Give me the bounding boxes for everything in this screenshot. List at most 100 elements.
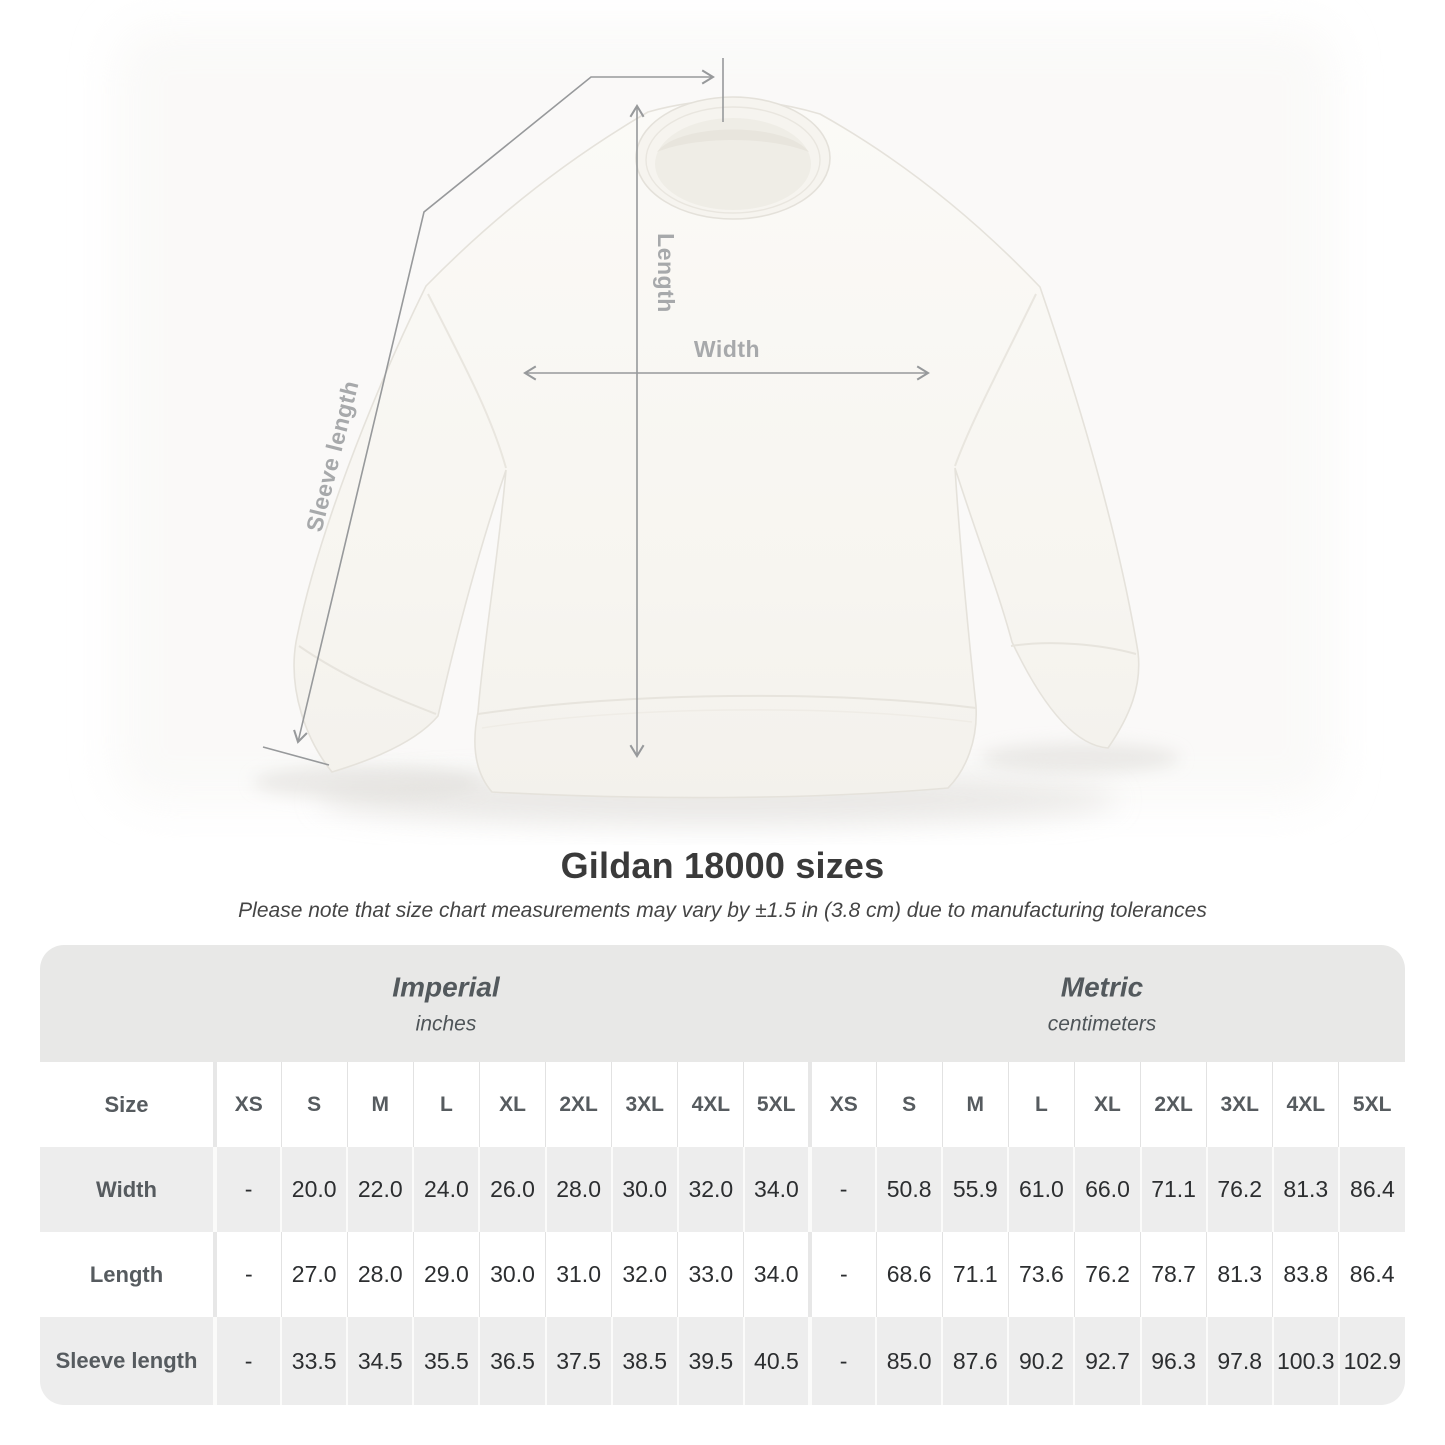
- size-cell: S: [875, 1062, 943, 1147]
- value-cell: 102.9: [1337, 1317, 1405, 1405]
- row-label: Sleeve length: [55, 1348, 198, 1373]
- value-cell: 87.6: [941, 1317, 1009, 1405]
- size-cell: XL: [478, 1062, 546, 1147]
- value-cell: 31.0: [545, 1232, 612, 1317]
- value-cell: 83.8: [1272, 1232, 1339, 1317]
- value-cell: 32.0: [676, 1147, 744, 1232]
- size-cell: XL: [1073, 1062, 1141, 1147]
- value-cell: 24.0: [412, 1147, 480, 1232]
- value-cell: 34.0: [742, 1147, 810, 1232]
- length-row: Length - 27.0 28.0 29.0 30.0 31.0 32.0 3…: [40, 1232, 1405, 1317]
- size-cell: 4XL: [1272, 1062, 1339, 1147]
- value-cell: 26.0: [478, 1147, 546, 1232]
- value-cell: 73.6: [1007, 1232, 1075, 1317]
- value-cell: 38.5: [610, 1317, 678, 1405]
- value-cell: 68.6: [875, 1232, 943, 1317]
- value-cell: 29.0: [412, 1232, 480, 1317]
- size-header-row: Size XS S M L XL 2XL 3XL 4XL 5XL XS S M …: [40, 1062, 1405, 1147]
- size-grid: Size XS S M L XL 2XL 3XL 4XL 5XL XS S M …: [40, 1062, 1405, 1405]
- page-title: Gildan 18000 sizes: [560, 845, 885, 886]
- length-label: Length: [653, 233, 679, 313]
- metric-unit: centimeters: [1047, 1012, 1157, 1035]
- value-cell: 96.3: [1139, 1317, 1207, 1405]
- value-cell: 39.5: [676, 1317, 744, 1405]
- value-cell: 37.5: [544, 1317, 612, 1405]
- value-cell: 90.2: [1007, 1317, 1075, 1405]
- size-cell: 2XL: [1140, 1062, 1207, 1147]
- value-cell: -: [807, 1317, 877, 1405]
- tolerance-note: Please note that size chart measurements…: [238, 899, 1207, 922]
- size-cell: 3XL: [1206, 1062, 1273, 1147]
- value-cell: 32.0: [611, 1232, 678, 1317]
- value-cell: 33.5: [280, 1317, 348, 1405]
- value-cell: 81.3: [1271, 1147, 1339, 1232]
- right-cuff-shadow: [980, 743, 1180, 773]
- value-cell: 97.8: [1205, 1317, 1273, 1405]
- value-cell: 28.0: [346, 1232, 414, 1317]
- imperial-unit: inches: [415, 1012, 477, 1035]
- value-cell: 36.5: [478, 1317, 546, 1405]
- value-cell: 55.9: [941, 1147, 1009, 1232]
- value-cell: 30.0: [478, 1232, 546, 1317]
- value-cell: 61.0: [1007, 1147, 1075, 1232]
- row-label: Length: [89, 1261, 164, 1287]
- value-cell: 86.4: [1338, 1232, 1405, 1317]
- size-cell: 5XL: [1338, 1062, 1405, 1147]
- size-cell: M: [941, 1062, 1009, 1147]
- size-cell: XS: [212, 1062, 282, 1147]
- imperial-title: Imperial: [392, 971, 500, 1002]
- value-cell: 92.7: [1073, 1317, 1141, 1405]
- size-cell: 2XL: [545, 1062, 612, 1147]
- width-label: Width: [694, 336, 760, 362]
- value-cell: -: [212, 1232, 282, 1317]
- value-cell: 30.0: [610, 1147, 678, 1232]
- size-cell: L: [412, 1062, 480, 1147]
- value-cell: 27.0: [280, 1232, 348, 1317]
- row-label: Width: [96, 1176, 157, 1202]
- value-cell: 20.0: [280, 1147, 348, 1232]
- size-cell: 5XL: [743, 1062, 810, 1147]
- value-cell: 76.2: [1205, 1147, 1273, 1232]
- imperial-header: Imperial inches: [392, 971, 499, 1036]
- value-cell: 28.0: [544, 1147, 612, 1232]
- value-cell: -: [212, 1317, 282, 1405]
- value-cell: 34.0: [743, 1232, 810, 1317]
- right-armhole-seam: [954, 293, 1037, 467]
- value-cell: 71.1: [1139, 1147, 1207, 1232]
- value-cell: 81.3: [1206, 1232, 1273, 1317]
- size-cell: 4XL: [677, 1062, 744, 1147]
- sleeve-length-arrow: [293, 69, 715, 744]
- value-cell: 76.2: [1073, 1232, 1141, 1317]
- value-cell: 66.0: [1073, 1147, 1141, 1232]
- unit-header-band: Imperial inches Metric centimeters: [40, 945, 1405, 1062]
- value-cell: -: [212, 1147, 282, 1232]
- value-cell: 40.5: [742, 1317, 810, 1405]
- right-cuff-seam: [1010, 642, 1137, 655]
- width-row: Width - 20.0 22.0 24.0 26.0 28.0 30.0 32…: [40, 1147, 1405, 1232]
- size-cell: 3XL: [611, 1062, 678, 1147]
- size-cell: L: [1007, 1062, 1075, 1147]
- sleeve-length-row: Sleeve length - 33.5 34.5 35.5 36.5 37.5…: [40, 1317, 1405, 1405]
- size-cell: XS: [807, 1062, 877, 1147]
- metric-header: Metric centimeters: [1048, 971, 1157, 1036]
- sweatshirt-illustration: Width Length Sleeve length: [115, 25, 1335, 826]
- value-cell: 86.4: [1337, 1147, 1405, 1232]
- metric-title: Metric: [1060, 971, 1144, 1002]
- sleeve-end-tick: [262, 746, 330, 766]
- value-cell: 33.0: [677, 1232, 744, 1317]
- size-cell: M: [346, 1062, 414, 1147]
- value-cell: 100.3: [1271, 1317, 1339, 1405]
- value-cell: 78.7: [1140, 1232, 1207, 1317]
- size-table: Imperial inches Metric centimeters Size …: [40, 945, 1405, 1405]
- size-header-label: Size: [104, 1091, 149, 1117]
- value-cell: 85.0: [875, 1317, 943, 1405]
- value-cell: -: [807, 1147, 877, 1232]
- value-cell: 35.5: [412, 1317, 480, 1405]
- value-cell: -: [807, 1232, 877, 1317]
- value-cell: 34.5: [346, 1317, 414, 1405]
- value-cell: 50.8: [875, 1147, 943, 1232]
- size-cell: S: [280, 1062, 348, 1147]
- value-cell: 22.0: [346, 1147, 414, 1232]
- value-cell: 71.1: [941, 1232, 1009, 1317]
- left-cuff-shadow: [253, 765, 483, 799]
